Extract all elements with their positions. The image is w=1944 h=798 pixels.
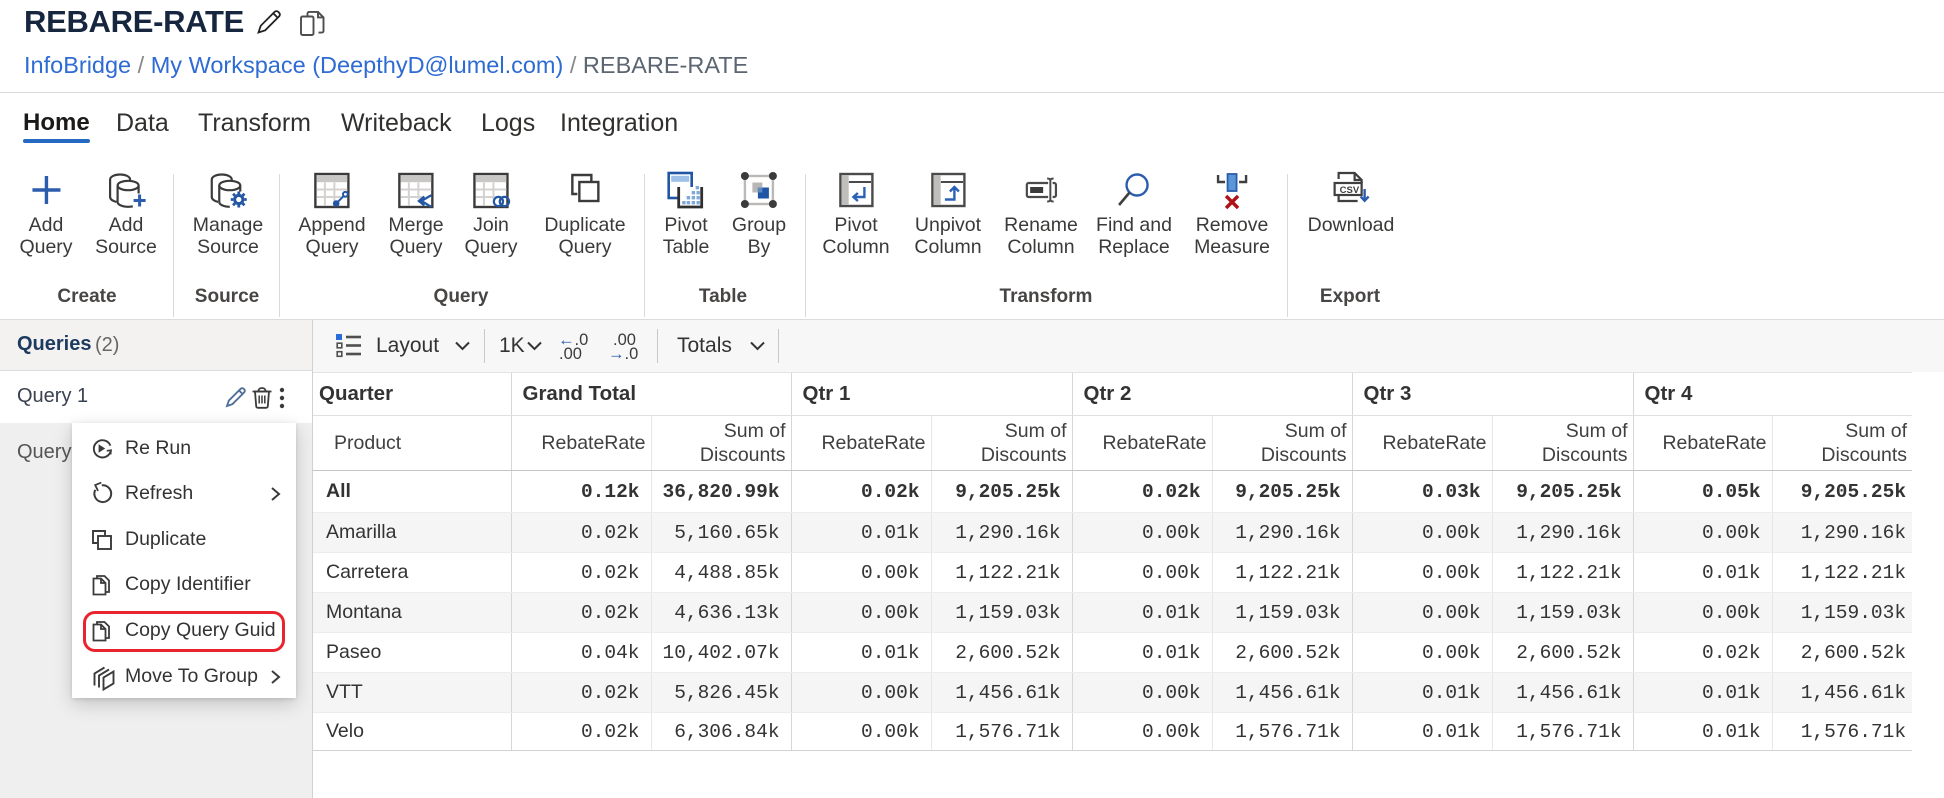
svg-text:CSV: CSV (1340, 185, 1360, 196)
